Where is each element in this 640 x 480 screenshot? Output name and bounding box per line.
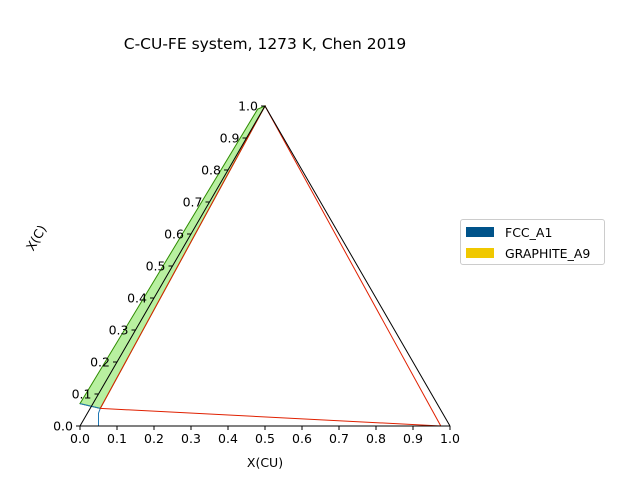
legend-label-graphite: GRAPHITE_A9 xyxy=(505,245,591,261)
x-tick-label: 0.8 xyxy=(366,431,386,446)
y-tick-label: 0.0 xyxy=(53,419,73,434)
chart-title: C-CU-FE system, 1273 K, Chen 2019 xyxy=(124,35,406,53)
x-tick-label: 0.1 xyxy=(107,431,127,446)
x-tick-label: 0.3 xyxy=(181,431,201,446)
x-axis-label: X(CU) xyxy=(247,455,283,470)
y-tick-label: 0.4 xyxy=(127,291,147,306)
y-axis-ticks: 0.0 0.1 0.2 0.3 0.4 0.5 0.6 0.7 0.8 0.9 1.0 xyxy=(53,99,265,434)
x-tick-label: 0.9 xyxy=(403,431,423,446)
legend-label-fcc: FCC_A1 xyxy=(505,224,553,240)
y-tick-label: 0.6 xyxy=(164,227,184,242)
x-tick-label: 0.5 xyxy=(255,431,275,446)
x-tick-label: 0.4 xyxy=(218,431,238,446)
x-tick-label: 0.0 xyxy=(70,431,90,446)
x-tick-label: 0.6 xyxy=(292,431,312,446)
ternary-frame xyxy=(79,105,451,427)
legend-item-graphite: GRAPHITE_A9 xyxy=(466,245,590,261)
right-edge-line xyxy=(264,105,451,427)
legend: FCC_A1 GRAPHITE_A9 xyxy=(460,219,605,265)
y-tick-label: 0.3 xyxy=(109,323,129,338)
y-tick-label: 0.1 xyxy=(72,387,92,402)
x-tick-label: 0.7 xyxy=(329,431,349,446)
legend-swatch-fcc xyxy=(466,227,494,237)
y-tick-label: 0.7 xyxy=(183,195,203,210)
y-tick-label: 0.9 xyxy=(220,131,240,146)
phase-regions xyxy=(79,104,442,427)
y-tick-label: 1.0 xyxy=(238,99,258,114)
x-tick-label: 0.2 xyxy=(144,431,164,446)
y-tick-label: 0.2 xyxy=(90,355,110,370)
tie-triangle xyxy=(99,104,442,427)
x-tick-label: 1.0 xyxy=(440,431,460,446)
y-tick-label: 0.5 xyxy=(146,259,166,274)
x-axis-ticks: 0.0 0.1 0.2 0.3 0.4 0.5 0.6 0.7 0.8 0.9 1.0 xyxy=(70,426,460,446)
legend-item-fcc: FCC_A1 xyxy=(466,224,552,240)
fcc-boundary-line xyxy=(79,403,101,426)
y-axis-label: X(C) xyxy=(23,222,50,253)
y-tick-label: 0.8 xyxy=(201,163,221,178)
legend-swatch-graphite xyxy=(466,248,494,258)
